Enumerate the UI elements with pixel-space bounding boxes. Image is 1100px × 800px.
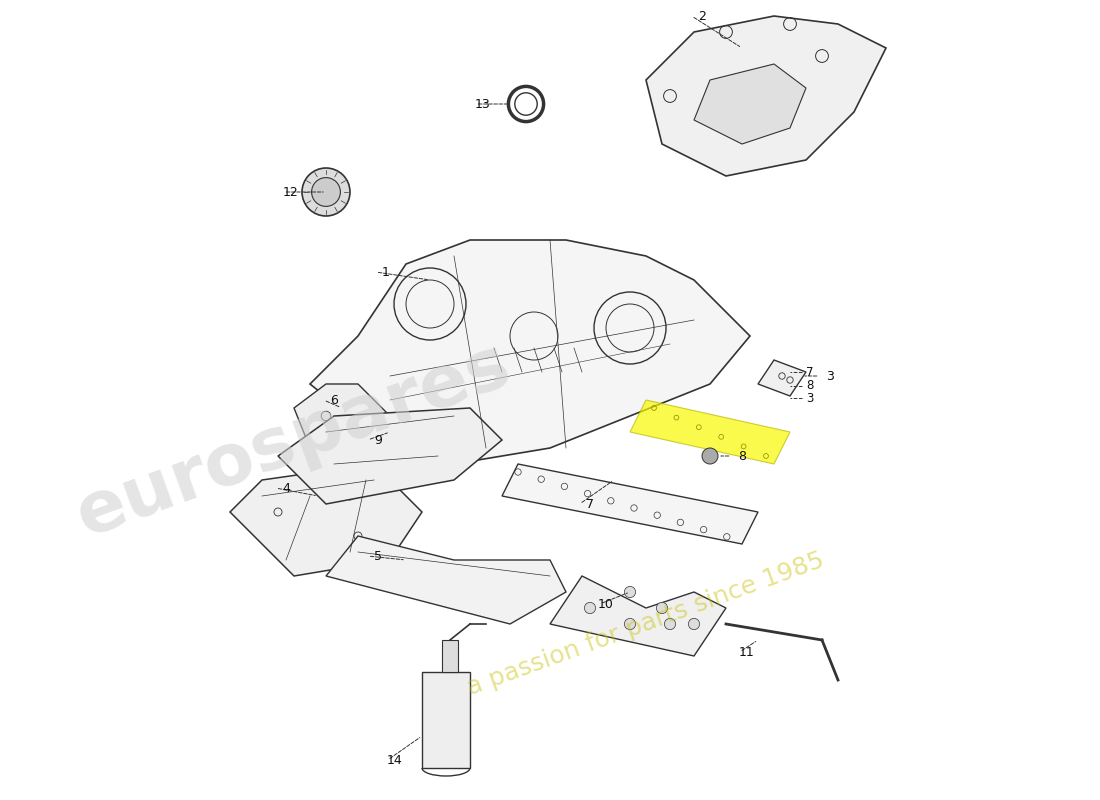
Polygon shape: [310, 240, 750, 464]
Polygon shape: [278, 408, 502, 504]
Text: 3: 3: [826, 370, 834, 382]
Text: 14: 14: [386, 754, 402, 766]
Polygon shape: [694, 64, 806, 144]
Circle shape: [625, 586, 636, 598]
Polygon shape: [758, 360, 806, 396]
Text: 4: 4: [282, 482, 290, 494]
Text: 2: 2: [698, 10, 706, 22]
Text: 8: 8: [738, 450, 746, 462]
Text: 8: 8: [806, 379, 813, 392]
Text: 7: 7: [806, 366, 814, 378]
Text: eurospares: eurospares: [67, 330, 520, 550]
Polygon shape: [550, 576, 726, 656]
Bar: [442, 640, 458, 672]
Polygon shape: [502, 464, 758, 544]
Circle shape: [302, 168, 350, 216]
Text: 9: 9: [374, 434, 382, 446]
Text: 7: 7: [586, 498, 594, 510]
Text: 5: 5: [374, 550, 382, 562]
Polygon shape: [294, 384, 390, 448]
Polygon shape: [326, 536, 566, 624]
Text: a passion for parts since 1985: a passion for parts since 1985: [464, 548, 828, 700]
Bar: [422, 672, 470, 768]
Text: 11: 11: [738, 646, 754, 658]
Text: 12: 12: [283, 186, 298, 198]
Text: 13: 13: [474, 98, 490, 110]
Circle shape: [664, 618, 675, 630]
Text: 6: 6: [330, 394, 338, 406]
Circle shape: [625, 618, 636, 630]
Polygon shape: [230, 464, 422, 576]
Circle shape: [584, 602, 595, 614]
Text: 10: 10: [598, 598, 614, 610]
Polygon shape: [646, 16, 886, 176]
Text: 1: 1: [382, 266, 390, 278]
Polygon shape: [630, 400, 790, 464]
Circle shape: [689, 618, 700, 630]
Circle shape: [311, 178, 340, 206]
Circle shape: [702, 448, 718, 464]
Circle shape: [657, 602, 668, 614]
Text: 3: 3: [806, 392, 813, 405]
